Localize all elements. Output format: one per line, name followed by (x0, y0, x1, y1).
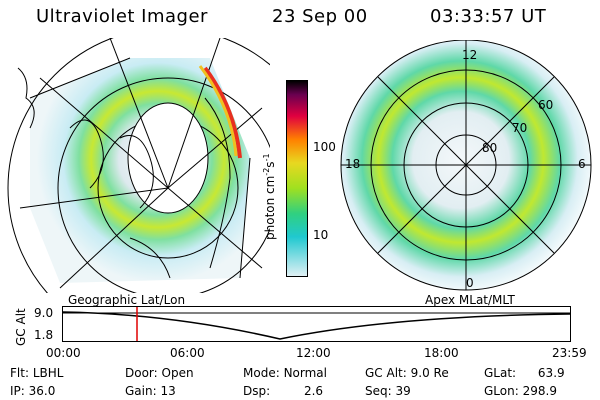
date-label: 23 Sep 00 (272, 6, 368, 27)
ip-field: IP: 36.0 (10, 384, 56, 398)
strip-xtick-4: 23:59 (552, 346, 587, 360)
lat-label-80: 80 (482, 141, 498, 155)
geographic-map (7, 38, 270, 293)
gcalt-field: GC Alt: 9.0 Re (365, 366, 449, 380)
polar-map (340, 40, 592, 291)
glat-field: GLat: 63.9 (484, 366, 565, 380)
dsp-field: Dsp: 2.6 (243, 384, 324, 398)
lat-label-60: 60 (538, 98, 554, 112)
strip-xtick-2: 12:00 (296, 346, 331, 360)
glon-field: GLon: 298.9 (484, 384, 557, 398)
colorbar (286, 80, 308, 277)
mlt-label-top: 12 (462, 48, 478, 62)
seq-field: Seq: 39 (365, 384, 411, 398)
door-field: Door: Open (125, 366, 194, 380)
colorbar-label: photon cm-2s-1 (262, 153, 277, 240)
mlt-label-left: 18 (345, 157, 361, 171)
mlt-label-bottom: 0 (466, 276, 474, 290)
altitude-curve (62, 311, 571, 340)
instrument-title: Ultraviolet Imager (36, 6, 208, 27)
strip-ytick-high: 9.0 (34, 306, 54, 320)
mode-field: Mode: Normal (243, 366, 327, 380)
strip-xtick-1: 06:00 (170, 346, 205, 360)
strip-ytick-low: 1.8 (34, 328, 54, 342)
left-map-caption: Geographic Lat/Lon (68, 293, 186, 307)
time-label: 03:33:57 UT (430, 6, 547, 27)
lat-label-70: 70 (512, 121, 528, 135)
right-map-caption: Apex MLat/MLT (425, 293, 515, 307)
mlt-label-right: 6 (578, 157, 586, 171)
colorbar-tick-100: 100 (313, 140, 336, 154)
altitude-strip (62, 306, 571, 342)
strip-xtick-0: 00:00 (46, 346, 81, 360)
gain-field: Gain: 13 (125, 384, 176, 398)
strip-xtick-3: 18:00 (424, 346, 459, 360)
flt-field: Flt: LBHL (10, 366, 64, 380)
strip-ylabel: GC Alt (14, 308, 28, 346)
colorbar-tick-10: 10 (313, 228, 329, 242)
